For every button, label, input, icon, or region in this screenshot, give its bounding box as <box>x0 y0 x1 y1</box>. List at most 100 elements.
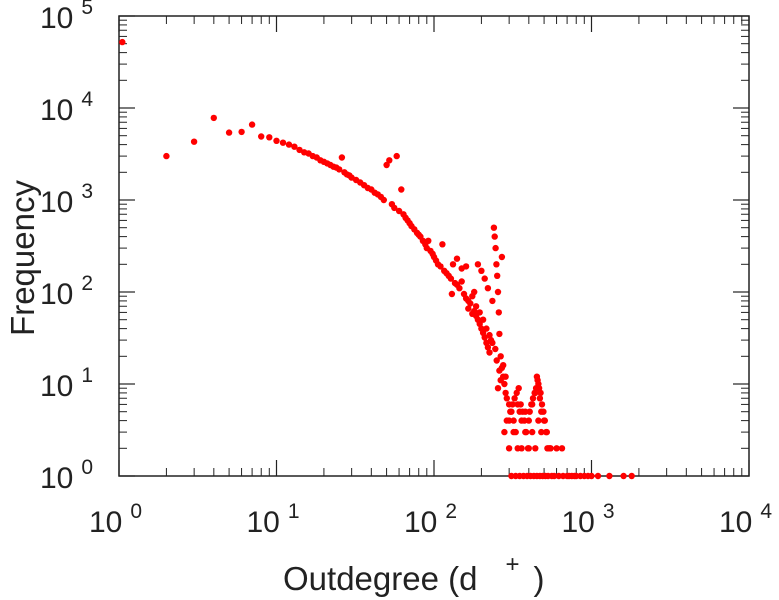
data-point <box>484 285 492 292</box>
data-point <box>391 204 398 212</box>
x-tick-label: 10 2 <box>404 500 457 539</box>
data-point <box>526 408 533 415</box>
x-tick-labels: 10 0 10 1 10 2 10 3 10 4 <box>89 500 772 539</box>
y-tick-label: 10 5 <box>40 0 93 35</box>
data-point <box>296 146 303 154</box>
tick-base: 10 <box>40 278 73 311</box>
data-point <box>285 141 293 148</box>
data-point <box>448 290 456 298</box>
data-point <box>490 224 498 231</box>
data-point <box>584 472 592 480</box>
data-point <box>486 349 493 356</box>
data-point <box>509 401 516 408</box>
tick-base: 10 <box>40 462 73 495</box>
x-tick-label: 10 3 <box>562 500 615 539</box>
data-point <box>119 38 126 46</box>
tick-exponent: 4 <box>81 88 93 111</box>
data-point <box>540 408 547 415</box>
data-point <box>453 281 461 288</box>
data-point <box>497 353 504 360</box>
data-point <box>496 330 503 338</box>
data-point <box>458 278 465 285</box>
data-point <box>425 237 432 244</box>
data-point <box>541 417 548 424</box>
data-point <box>395 207 403 215</box>
data-point <box>494 385 502 392</box>
tick-exponent: 3 <box>81 180 93 203</box>
data-point <box>535 417 542 424</box>
data-point <box>393 152 400 160</box>
tick-base: 10 <box>89 506 122 539</box>
data-point <box>398 186 405 193</box>
data-point <box>494 272 501 279</box>
data-point <box>210 114 217 122</box>
data-point <box>481 334 488 341</box>
data-point <box>489 297 496 305</box>
data-point <box>190 138 198 145</box>
data-point <box>558 445 566 452</box>
minor-ticks <box>119 16 749 476</box>
x-tick-label: 10 1 <box>247 500 300 539</box>
data-points <box>119 38 635 480</box>
data-point <box>248 121 256 128</box>
data-point <box>238 128 245 136</box>
plot-frame <box>118 15 750 477</box>
data-point <box>536 395 544 402</box>
data-point <box>469 310 476 317</box>
data-point <box>483 325 490 332</box>
data-point <box>534 377 541 384</box>
tick-base: 10 <box>40 2 73 35</box>
data-point <box>462 263 470 270</box>
data-point <box>336 166 343 173</box>
data-point <box>495 309 502 316</box>
data-point <box>338 154 346 161</box>
data-point <box>507 408 514 415</box>
data-point <box>486 331 493 339</box>
data-point <box>479 316 487 323</box>
data-point <box>542 428 550 436</box>
data-point <box>528 401 535 408</box>
tick-base: 10 <box>562 506 595 539</box>
data-point <box>521 417 528 424</box>
data-point <box>471 288 478 296</box>
data-point <box>565 472 573 480</box>
data-point <box>449 261 457 268</box>
data-point <box>493 261 500 268</box>
data-point <box>273 137 280 144</box>
y-tick-label: 10 1 <box>40 364 93 403</box>
data-point <box>510 417 517 424</box>
data-point <box>266 134 273 141</box>
data-point <box>380 196 387 204</box>
x-axis-title: Outdegree (d +) <box>283 551 544 597</box>
x-tick-label: 10 0 <box>89 500 142 539</box>
tick-exponent: 4 <box>760 500 772 523</box>
data-point <box>553 445 560 452</box>
data-point <box>628 472 635 480</box>
tick-exponent: 1 <box>288 500 300 523</box>
data-point <box>502 373 509 380</box>
y-tick-label: 10 4 <box>40 88 93 127</box>
y-tick-label: 10 2 <box>40 272 93 311</box>
data-point <box>500 362 507 369</box>
data-point <box>511 395 518 402</box>
data-point <box>501 428 508 436</box>
data-point <box>538 428 545 436</box>
data-point <box>439 241 446 248</box>
data-point <box>474 261 482 268</box>
data-point <box>532 445 539 452</box>
data-point <box>493 357 500 364</box>
data-point <box>383 161 390 169</box>
data-point <box>559 472 567 480</box>
tick-base: 10 <box>404 506 437 539</box>
data-point <box>225 129 233 136</box>
y-tick-label: 10 3 <box>40 180 93 219</box>
tick-exponent: 0 <box>130 500 142 523</box>
data-point <box>258 133 265 140</box>
tick-exponent: 1 <box>81 364 93 387</box>
data-point <box>503 395 510 402</box>
data-point <box>484 344 492 351</box>
data-point <box>537 389 544 397</box>
data-point <box>498 253 506 261</box>
x-tick-label: 10 4 <box>719 500 772 539</box>
data-point <box>529 428 536 436</box>
